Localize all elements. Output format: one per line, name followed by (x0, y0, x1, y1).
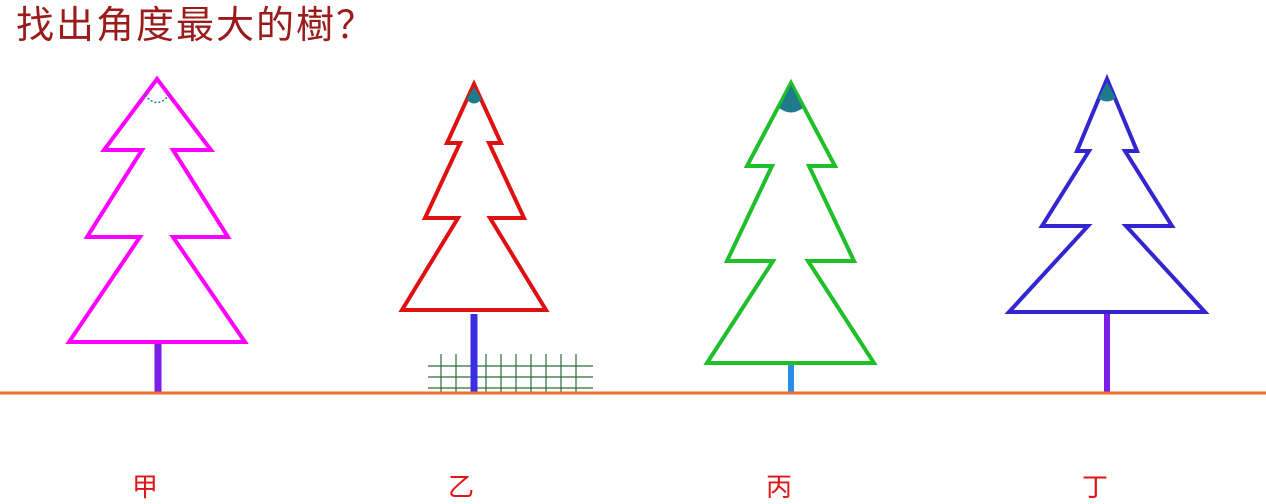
tree-jia-outline (65, 75, 249, 344)
tree-label-ding: 丁 (1081, 473, 1108, 503)
tree-ding-outline (1004, 73, 1210, 314)
tree-yi (398, 79, 550, 392)
tree-label-yi: 乙 (447, 473, 474, 503)
fence (428, 354, 593, 394)
tree-label-jia: 甲 (131, 473, 158, 503)
tree-label-bing: 丙 (765, 473, 792, 503)
tree-ding-angle-mark (1098, 81, 1116, 102)
tree-yi-angle-mark (466, 87, 482, 104)
tree-jia (65, 75, 249, 392)
tree-yi-outline (398, 79, 550, 312)
tree-jia-angle-mark (144, 94, 170, 104)
tree-bing-outline (703, 78, 878, 365)
tree-bing (703, 78, 878, 392)
tree-bing-angle-mark (779, 84, 803, 113)
page-title: 找出角度最大的樹？ (16, 3, 377, 47)
tree-ding (1004, 73, 1210, 392)
